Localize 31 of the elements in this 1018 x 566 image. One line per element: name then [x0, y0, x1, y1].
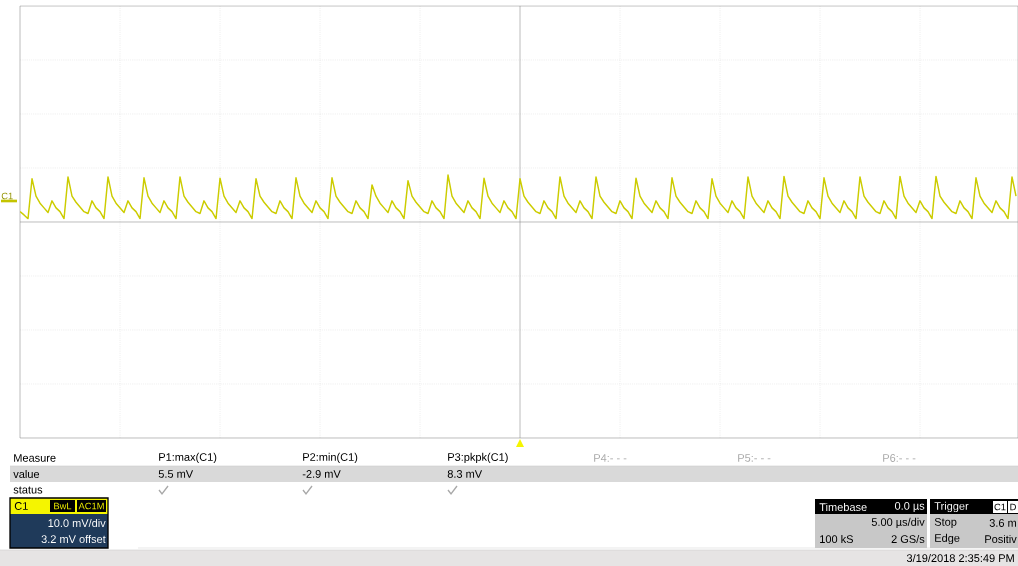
text: 3/19/2018 2:35:49 PM: [906, 553, 1014, 563]
text: 5.5 mV: [158, 470, 194, 478]
text: AC1M: [78, 502, 104, 510]
text: Positiv: [985, 534, 1017, 544]
text: Timebase: [819, 502, 867, 512]
text: 3.2 mV offset: [41, 534, 106, 544]
text: P6:- - -: [883, 454, 916, 462]
text: status: [13, 486, 43, 494]
text: Measure: [14, 454, 56, 462]
text: value: [13, 469, 40, 479]
text: -2.9 mV: [302, 470, 341, 478]
text: 8.3 mV: [447, 470, 483, 478]
text: 0.0 µs: [894, 502, 925, 512]
text: C1: [14, 502, 28, 510]
text: P1:max(C1): [159, 452, 217, 464]
text: D: [1010, 503, 1016, 511]
text: P5:- - -: [738, 454, 771, 462]
text: BwL: [54, 502, 72, 510]
text: P3:pkpk(C1): [448, 452, 508, 464]
text: C1: [994, 503, 1006, 511]
text: Trigger: [934, 501, 969, 513]
text: P4:- - -: [594, 454, 627, 462]
text: 5.00 µs/div: [871, 517, 925, 529]
text: P2:min(C1): [303, 452, 358, 464]
text: 100 kS: [820, 534, 853, 544]
text: Edge: [935, 533, 960, 545]
text: 3.6 m: [989, 519, 1016, 527]
text: 10.0 mV/div: [48, 518, 106, 528]
text: 2 GS/s: [891, 534, 925, 544]
text: C1: [1, 192, 13, 200]
text: Stop: [934, 518, 957, 528]
